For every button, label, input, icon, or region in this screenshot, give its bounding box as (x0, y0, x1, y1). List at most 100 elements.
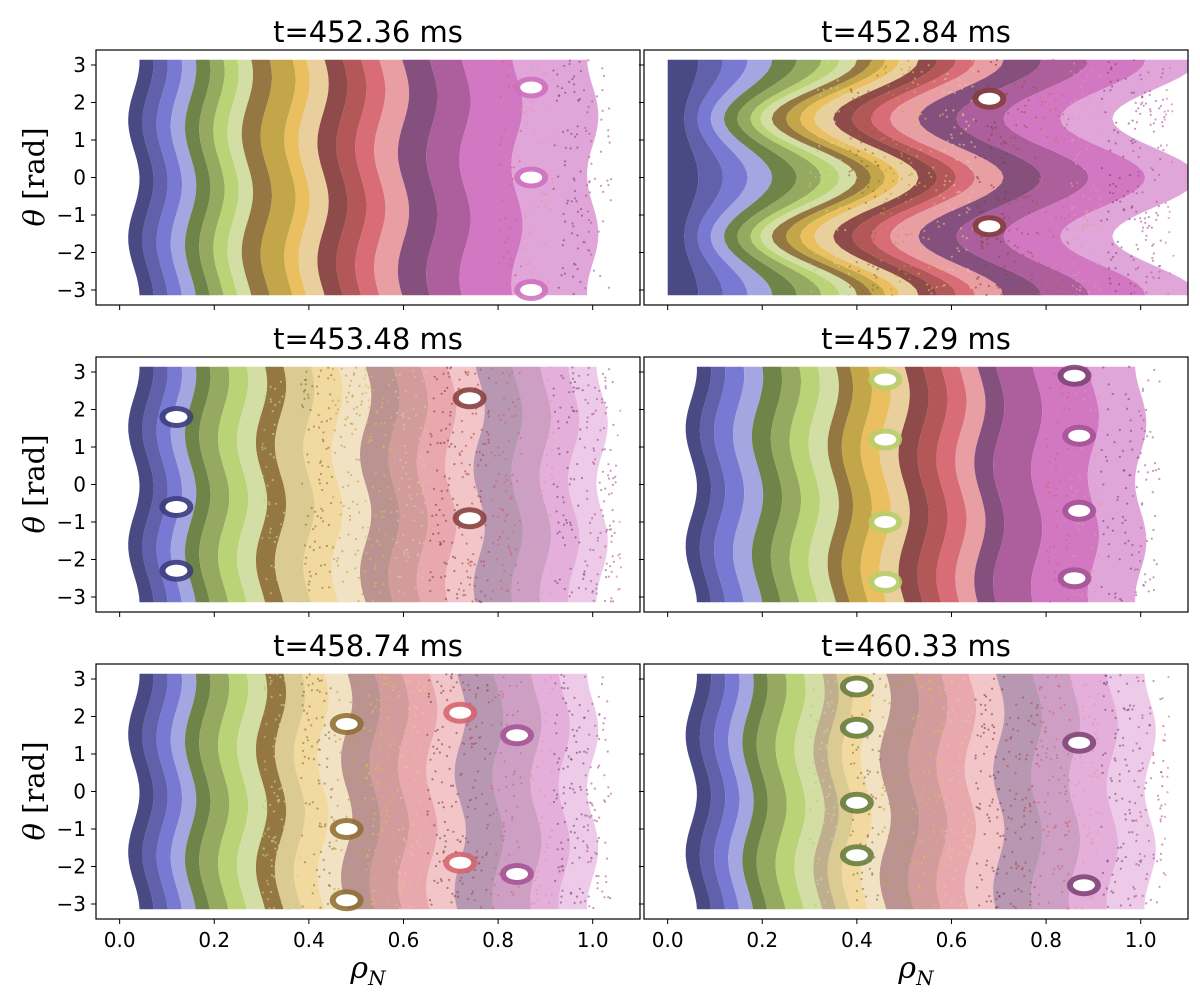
orbit-point (952, 269, 955, 272)
orbit-point (820, 877, 823, 880)
orbit-point (500, 835, 503, 838)
orbit-point (595, 874, 598, 878)
orbit-point (837, 142, 841, 145)
orbit-point (1110, 68, 1113, 71)
orbit-point (1090, 841, 1093, 844)
orbit-point (1149, 110, 1152, 113)
orbit-point (1062, 75, 1066, 78)
orbit-point (318, 739, 321, 742)
orbit-point (267, 897, 270, 901)
orbit-point (510, 818, 514, 821)
orbit-point (1139, 220, 1143, 223)
orbit-point (598, 816, 601, 819)
orbit-point (368, 406, 371, 409)
orbit-point (520, 681, 523, 684)
orbit-point (1105, 459, 1109, 462)
orbit-point (1125, 487, 1128, 490)
orbit-point (912, 831, 915, 834)
orbit-point (606, 750, 609, 753)
orbit-point (1039, 191, 1042, 194)
orbit-point (443, 475, 446, 478)
orbit-point (1145, 781, 1148, 784)
orbit-point (1133, 91, 1136, 94)
orbit-point (985, 263, 988, 266)
orbit-point (930, 292, 933, 295)
orbit-point (819, 905, 822, 908)
orbit-point (501, 199, 504, 202)
orbit-point (1045, 187, 1048, 190)
orbit-point (888, 802, 891, 805)
orbit-point (817, 155, 821, 158)
orbit-point (420, 524, 423, 528)
orbit-point (604, 841, 607, 844)
orbit-point (268, 536, 271, 539)
orbit-point (512, 531, 515, 534)
orbit-point (510, 495, 513, 498)
orbit-point (321, 488, 324, 492)
orbit-point (823, 730, 826, 734)
orbit-point (1003, 197, 1006, 200)
orbit-point (837, 249, 841, 252)
orbit-point (1139, 861, 1142, 864)
orbit-point (1148, 706, 1152, 710)
orbit-point (270, 785, 273, 789)
orbit-point (503, 569, 506, 572)
orbit-point (458, 378, 461, 381)
orbit-point (1081, 195, 1085, 198)
orbit-point (1115, 799, 1118, 802)
orbit-point (1045, 484, 1048, 487)
orbit-point (566, 202, 569, 205)
orbit-point (293, 425, 296, 428)
orbit-point (814, 283, 817, 286)
orbit-point (834, 861, 838, 865)
orbit-point (898, 268, 901, 271)
orbit-point (1136, 676, 1139, 679)
orbit-point (466, 373, 469, 376)
orbit-point (1148, 93, 1151, 96)
orbit-point (433, 375, 436, 378)
orbit-point (1025, 179, 1028, 182)
orbit-point (420, 562, 423, 565)
orbit-point (272, 810, 275, 813)
orbit-point (863, 776, 866, 779)
orbit-point (1056, 235, 1059, 238)
orbit-point (1044, 696, 1047, 699)
orbit-point (1143, 787, 1146, 790)
orbit-point (367, 862, 370, 865)
orbit-point (432, 532, 435, 536)
orbit-point (1102, 366, 1105, 369)
orbit-point (977, 276, 980, 279)
orbit-point (847, 213, 850, 216)
orbit-point (1035, 706, 1038, 709)
orbit-point (510, 890, 513, 894)
orbit-point (966, 268, 969, 271)
orbit-point (1137, 155, 1140, 158)
flux-band (274, 366, 315, 603)
orbit-point (1128, 800, 1131, 803)
orbit-point (1000, 157, 1003, 160)
orbit-point (399, 458, 402, 462)
orbit-point (607, 474, 610, 477)
orbit-point (281, 597, 285, 600)
orbit-point (966, 206, 969, 209)
orbit-point (444, 597, 448, 601)
orbit-point (1045, 438, 1048, 441)
orbit-point (511, 401, 515, 404)
plot-area (128, 672, 613, 912)
orbit-point (811, 163, 814, 166)
orbit-point (809, 262, 812, 266)
orbit-point (416, 731, 420, 734)
orbit-point (595, 398, 599, 401)
orbit-point (913, 130, 916, 133)
orbit-point (1049, 546, 1052, 549)
orbit-point (473, 584, 476, 588)
orbit-point (429, 571, 432, 574)
orbit-point (1098, 502, 1101, 506)
orbit-point (1012, 905, 1015, 908)
orbit-point (873, 856, 876, 859)
orbit-point (493, 486, 496, 489)
orbit-point (1022, 253, 1025, 256)
orbit-point (908, 278, 911, 281)
orbit-point (573, 91, 576, 94)
orbit-point (498, 230, 502, 233)
